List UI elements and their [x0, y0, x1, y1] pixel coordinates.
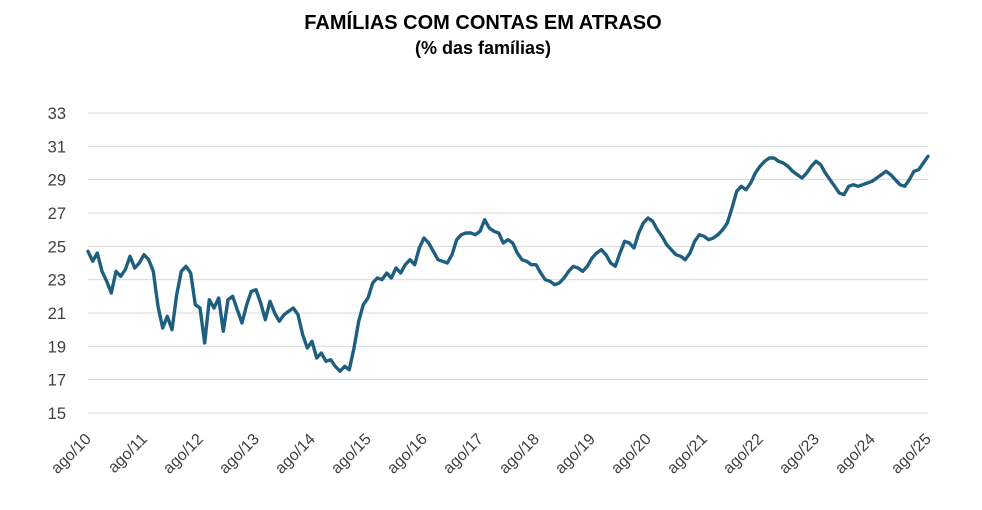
- x-tick-label-ago-18: ago/18: [496, 431, 543, 478]
- x-tick-label-ago-10: ago/10: [48, 431, 95, 478]
- y-tick-label-29: 29: [48, 172, 66, 190]
- y-tick-label-15: 15: [48, 405, 66, 423]
- y-tick-label-31: 31: [48, 138, 66, 156]
- y-tick-label-23: 23: [48, 272, 66, 290]
- y-tick-label-17: 17: [48, 372, 66, 390]
- x-tick-label-ago-21: ago/21: [664, 431, 711, 478]
- chart-title: FAMÍLIAS COM CONTAS EM ATRASO: [304, 12, 662, 34]
- x-tick-label-ago-12: ago/12: [160, 431, 207, 478]
- chart-subtitle: (% das famílias): [414, 38, 552, 58]
- x-tick-label-ago-23: ago/23: [776, 431, 823, 478]
- x-tick-label-ago-20: ago/20: [608, 431, 655, 478]
- x-tick-label-ago-19: ago/19: [552, 431, 599, 478]
- x-tick-label-ago-22: ago/22: [720, 431, 767, 478]
- x-tick-label-ago-13: ago/13: [216, 431, 263, 478]
- y-tick-label-21: 21: [48, 305, 66, 323]
- data-line-series: [86, 154, 930, 373]
- x-tick-label-ago-11: ago/11: [105, 431, 151, 477]
- chart-title-block: FAMÍLIAS COM CONTAS EM ATRASO (% das fam…: [0, 10, 966, 60]
- x-tick-label-ago-24: ago/24: [832, 431, 879, 478]
- y-tick-label-27: 27: [48, 205, 66, 223]
- x-tick-label-ago-25: ago/25: [888, 431, 935, 478]
- x-tick-label-ago-16: ago/16: [384, 431, 431, 478]
- x-tick-label-ago-15: ago/15: [328, 431, 375, 478]
- y-tick-label-19: 19: [48, 338, 66, 356]
- y-tick-label-33: 33: [48, 105, 66, 123]
- x-tick-label-ago-17: ago/17: [440, 431, 487, 478]
- y-tick-label-25: 25: [48, 238, 66, 256]
- x-tick-label-ago-14: ago/14: [272, 431, 319, 478]
